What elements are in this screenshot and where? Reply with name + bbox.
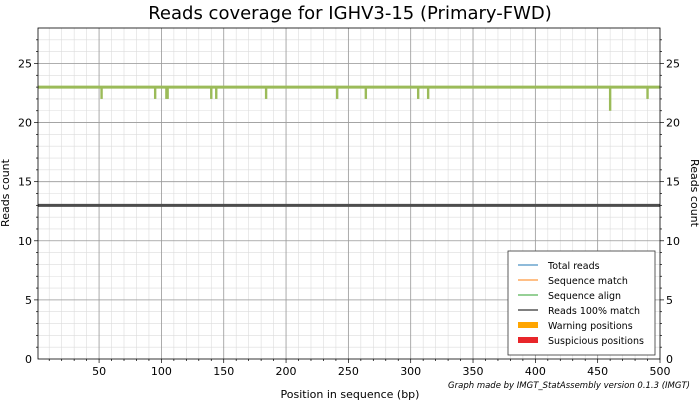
y-tick-label-right: 20 bbox=[666, 117, 680, 130]
y-axis-label-right: Reads count bbox=[688, 159, 700, 228]
legend-swatch bbox=[518, 337, 538, 343]
y-tick-label: 10 bbox=[18, 235, 32, 248]
legend-label: Sequence match bbox=[548, 276, 628, 287]
legend: Total reads Sequence match Sequence align R… bbox=[507, 250, 656, 356]
series-sequence-align-point bbox=[426, 87, 430, 99]
y-tick-label: 25 bbox=[18, 57, 32, 70]
x-tick-label: 50 bbox=[92, 365, 106, 378]
series-sequence-align-point bbox=[335, 87, 339, 99]
x-tick-label: 150 bbox=[213, 365, 234, 378]
y-tick-label-right: 0 bbox=[666, 353, 673, 366]
data-series bbox=[38, 85, 660, 207]
y-tick-label-right: 5 bbox=[666, 294, 673, 307]
series-sequence-align-point bbox=[210, 87, 213, 99]
y-tick-label-right: 25 bbox=[666, 57, 680, 70]
chart-title: Reads coverage for IGHV3-15 (Primary-FWD… bbox=[148, 3, 552, 24]
y-tick-label: 20 bbox=[18, 117, 32, 130]
series-sequence-align-point bbox=[364, 87, 368, 99]
x-tick-label: 500 bbox=[650, 365, 671, 378]
x-tick-label: 350 bbox=[463, 365, 484, 378]
x-tick-label: 200 bbox=[276, 365, 297, 378]
legend-label: Sequence align bbox=[548, 291, 621, 302]
legend-label: Total reads bbox=[547, 261, 600, 272]
series-sequence-align-point bbox=[100, 87, 103, 99]
legend-swatch bbox=[518, 322, 538, 328]
x-axis-label: Position in sequence (bp) bbox=[281, 388, 420, 400]
y-tick-label: 15 bbox=[18, 176, 32, 189]
x-tick-label: 450 bbox=[587, 365, 608, 378]
x-tick-label: 400 bbox=[525, 365, 546, 378]
y-tick-label-right: 15 bbox=[666, 176, 680, 189]
y-tick-label-right: 10 bbox=[666, 235, 680, 248]
x-tick-label: 300 bbox=[400, 365, 421, 378]
x-tick-label: 250 bbox=[338, 365, 359, 378]
y-tick-label: 0 bbox=[25, 353, 32, 366]
y-axis-label: Reads count bbox=[0, 158, 12, 227]
legend-label: Reads 100% match bbox=[548, 306, 640, 317]
y-tick-label: 5 bbox=[25, 294, 32, 307]
series-sequence-align-point bbox=[153, 87, 157, 99]
credit-text: Graph made by IMGT_StatAssembly version … bbox=[448, 381, 690, 391]
series-sequence-align-point bbox=[646, 87, 649, 99]
series-sequence-align-point bbox=[215, 87, 218, 99]
series-sequence-align-point bbox=[608, 87, 612, 111]
series-sequence-align-point bbox=[416, 87, 420, 99]
series-sequence-align-point bbox=[264, 87, 268, 99]
x-tick-label: 100 bbox=[151, 365, 172, 378]
legend-label: Suspicious positions bbox=[548, 336, 644, 347]
series-sequence-align-point bbox=[166, 87, 169, 99]
legend-label: Warning positions bbox=[548, 321, 633, 332]
series-sequence-align-point bbox=[165, 87, 168, 99]
